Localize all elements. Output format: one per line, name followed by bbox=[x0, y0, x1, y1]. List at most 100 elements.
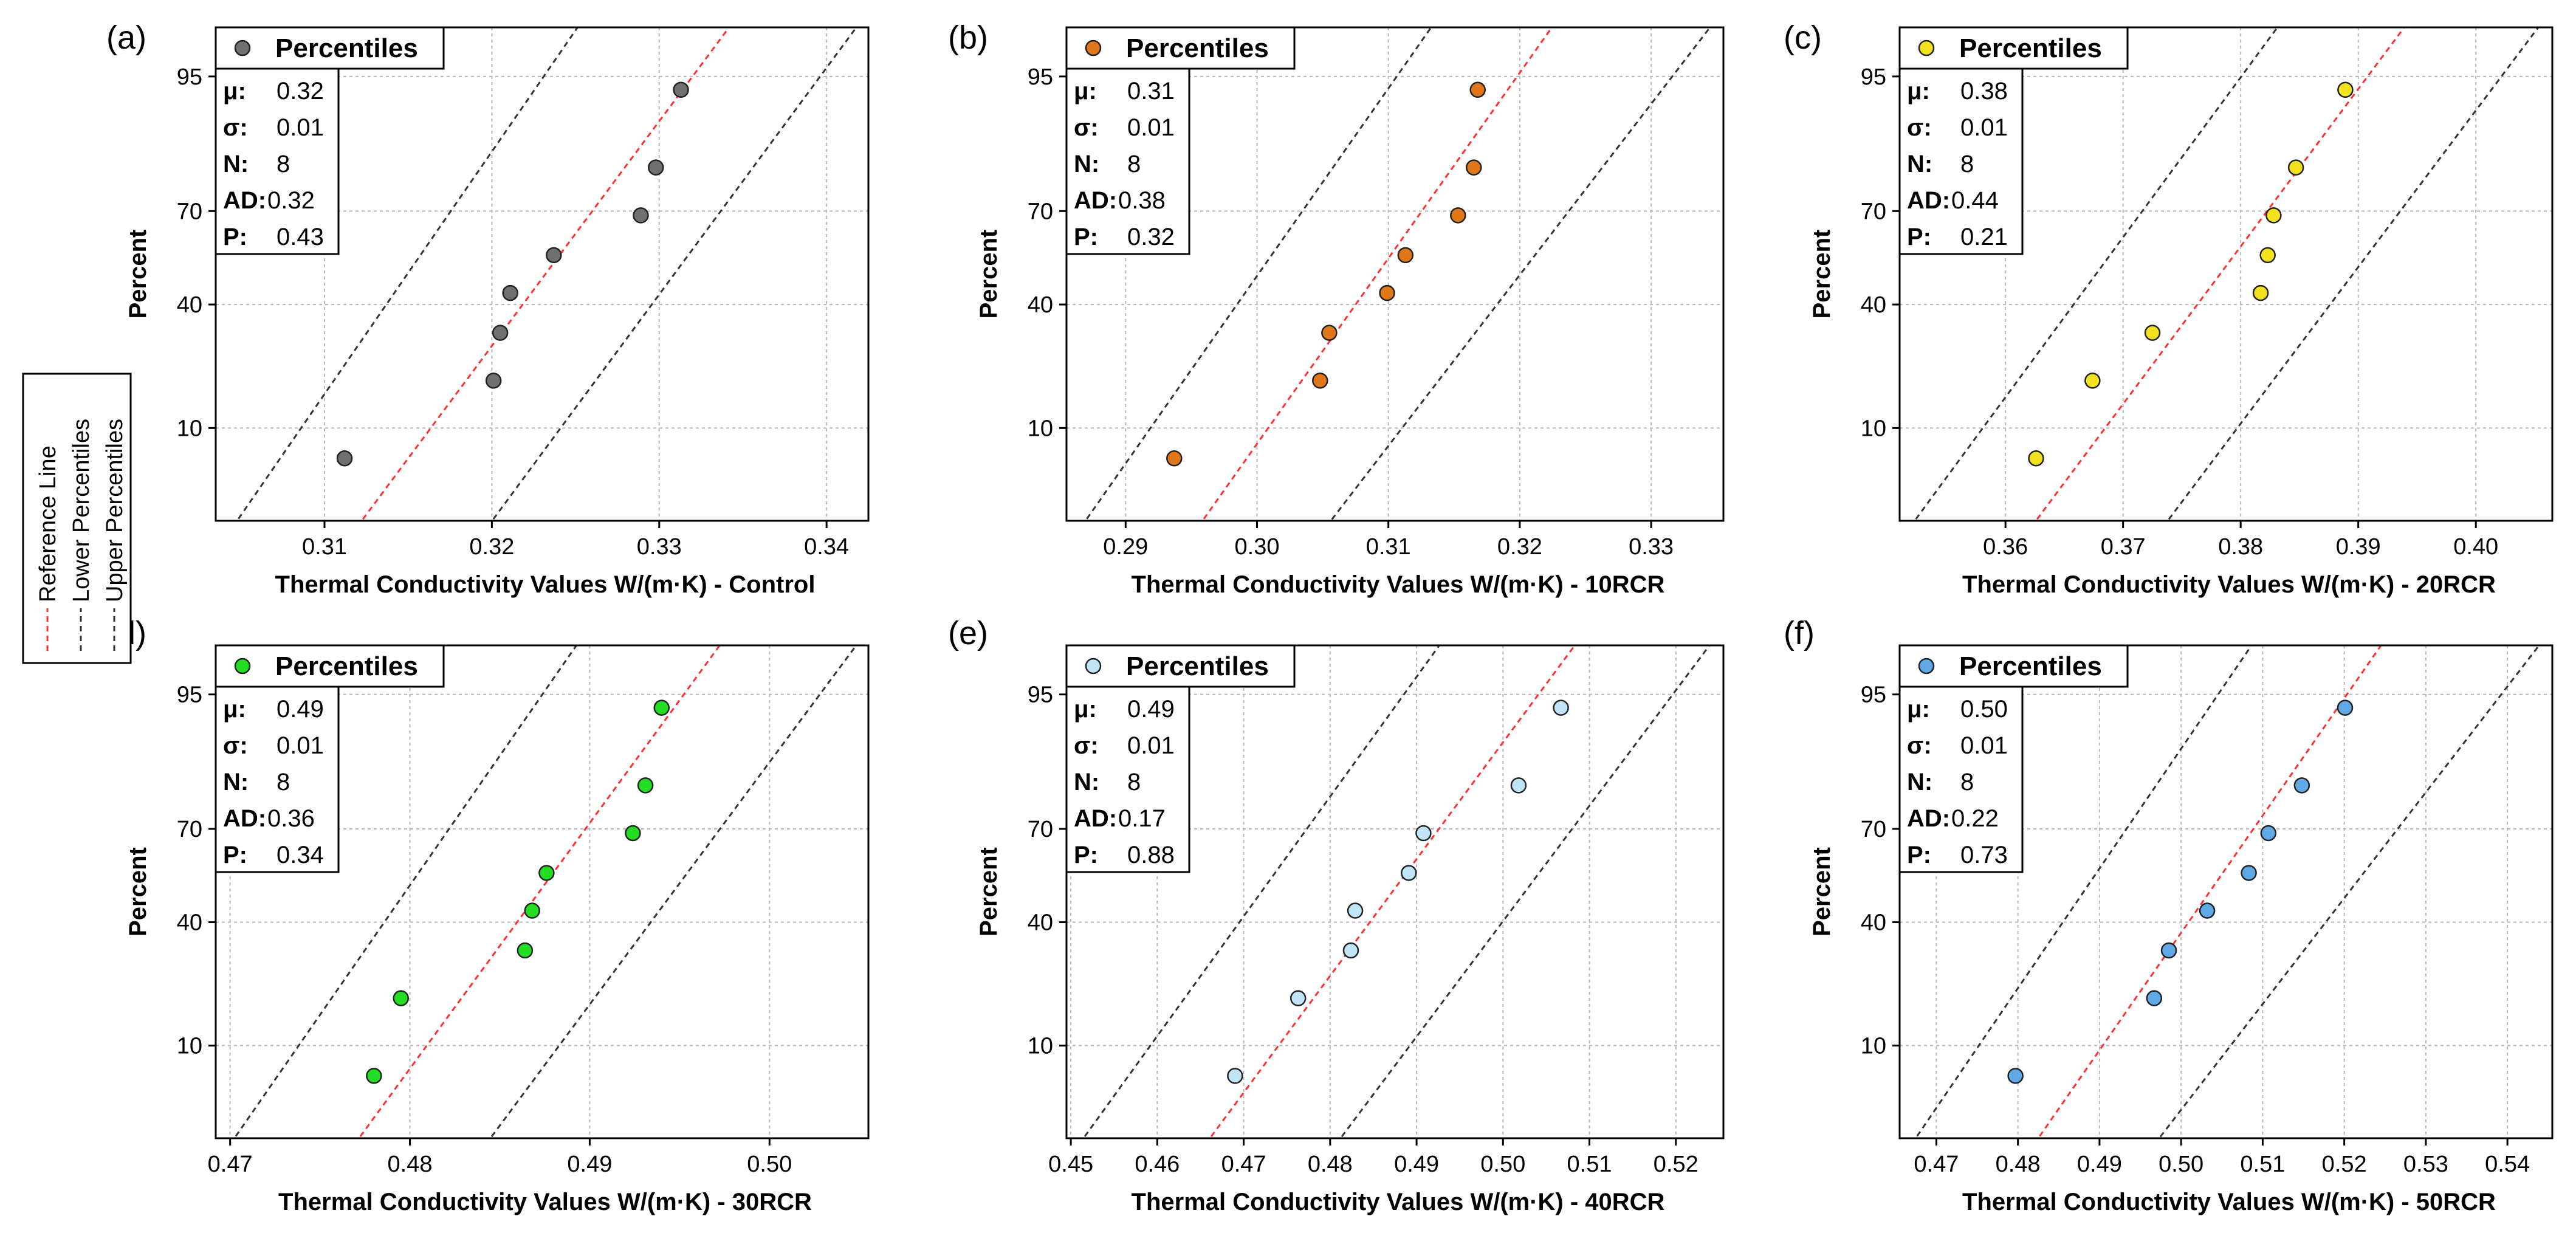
stat-value: 0.01 bbox=[1127, 114, 1175, 141]
stat-value: 0.44 bbox=[1951, 187, 1999, 214]
stat-key: σ: bbox=[1074, 732, 1099, 759]
legend-marker bbox=[1918, 658, 1935, 675]
x-tick-label: 0.51 bbox=[1567, 1152, 1612, 1177]
upper-percentile-line bbox=[490, 27, 858, 521]
y-tick-label: 40 bbox=[1028, 910, 1053, 936]
legend-marker bbox=[1085, 40, 1102, 57]
stat-value: 0.36 bbox=[267, 805, 315, 832]
legend-title: Percentiles bbox=[1126, 33, 1269, 63]
stat-value: 8 bbox=[276, 151, 290, 177]
x-axis-title: Thermal Conductivity Values W/(m·K) - 30… bbox=[278, 1189, 812, 1215]
percentiles-legend: Percentiles bbox=[1065, 644, 1296, 688]
upper-percentile-line bbox=[2166, 27, 2540, 521]
data-point bbox=[1290, 990, 1307, 1006]
plot-frame bbox=[215, 26, 870, 522]
chart-panel-5: 0.45 0.46 0.47 0.48 0.49 0.50 0.51 0.52 10 40 70 95… bbox=[948, 615, 1725, 1215]
chart-panel-2: 0.29 0.30 0.31 0.32 0.33 10 40 70 95 Thermal Cond… bbox=[948, 19, 1725, 598]
data-point bbox=[1312, 373, 1328, 389]
data-point bbox=[2084, 373, 2101, 389]
stat-key: N: bbox=[1907, 151, 1932, 177]
y-tick-label: 70 bbox=[1861, 817, 1886, 842]
y-tick-label: 95 bbox=[1028, 682, 1053, 708]
data-point bbox=[2259, 247, 2276, 264]
x-tick-label: 0.52 bbox=[1654, 1152, 1698, 1177]
stat-value: 0.38 bbox=[1118, 187, 1166, 214]
stat-value: 0.88 bbox=[1127, 842, 1175, 868]
y-tick-label: 95 bbox=[177, 682, 202, 708]
data-point bbox=[1401, 865, 1417, 881]
stat-value: 0.32 bbox=[1127, 224, 1175, 250]
side-legend-frame bbox=[22, 373, 132, 664]
plot-frame bbox=[1065, 26, 1725, 522]
plot-frame bbox=[1898, 26, 2554, 522]
lower-percentile-line bbox=[233, 645, 578, 1138]
legend-box bbox=[1898, 644, 2129, 688]
y-tick-label: 95 bbox=[1861, 64, 1886, 90]
data-point bbox=[1321, 325, 1338, 341]
stats-box: μ: 0.31 σ: 0.01 N: 8 AD: 0.38 P: 0.32 bbox=[1065, 67, 1190, 255]
data-point bbox=[653, 699, 670, 716]
y-tick-label: 70 bbox=[1028, 817, 1053, 842]
data-point bbox=[1397, 247, 1414, 264]
gridlines bbox=[1900, 27, 2552, 521]
stat-key: σ: bbox=[1907, 114, 1932, 141]
fit-lines bbox=[1914, 645, 2541, 1138]
chart-panel-6: 0.47 0.48 0.49 0.50 0.51 0.52 0.53 0.54 10 40 70 95… bbox=[1784, 615, 2554, 1215]
y-tick-label: 40 bbox=[1861, 292, 1886, 318]
data-point bbox=[546, 247, 562, 264]
stats-box: μ: 0.49 σ: 0.01 N: 8 AD: 0.17 P: 0.88 bbox=[1065, 685, 1190, 873]
stat-value: 8 bbox=[276, 769, 290, 795]
data-point bbox=[2337, 699, 2354, 716]
stat-key: P: bbox=[223, 842, 247, 868]
legend-marker bbox=[1918, 40, 1935, 57]
stat-value: 0.49 bbox=[276, 696, 324, 723]
stats-box: μ: 0.38 σ: 0.01 N: 8 AD: 0.44 P: 0.21 bbox=[1898, 67, 2024, 255]
stats-box: μ: 0.32σ: 0.01N: 8AD: 0.32P: 0.43 bbox=[215, 67, 340, 255]
y-axis-title: Percent bbox=[975, 847, 1002, 936]
x-tick-label: 0.36 bbox=[1983, 534, 2028, 560]
x-tick-label: 0.38 bbox=[2218, 534, 2263, 560]
fit-lines bbox=[236, 27, 858, 521]
stat-value: 0.49 bbox=[1127, 696, 1175, 723]
stats-frame bbox=[1065, 67, 1190, 255]
gridlines bbox=[216, 27, 868, 521]
y-tick-label: 10 bbox=[1028, 1034, 1053, 1059]
x-tick-label: 0.29 bbox=[1103, 534, 1148, 560]
legend-box bbox=[1898, 26, 2129, 70]
x-tick-label: 0.30 bbox=[1235, 534, 1280, 560]
stat-value: 0.73 bbox=[1960, 842, 2008, 868]
stat-key: AD: bbox=[223, 187, 266, 214]
x-axis-title: Thermal Conductivity Values W/(m·K) - 10… bbox=[1132, 571, 1665, 598]
data-point bbox=[2160, 942, 2177, 959]
x-tick-label: 0.48 bbox=[1308, 1152, 1353, 1177]
y-tick-label: 95 bbox=[177, 64, 202, 90]
stat-key: μ: bbox=[1907, 78, 1930, 105]
data-point bbox=[625, 825, 641, 842]
x-tick-label: 0.50 bbox=[747, 1152, 792, 1177]
y-axis-title: Percent bbox=[975, 230, 1002, 319]
x-tick-label: 0.49 bbox=[567, 1152, 612, 1177]
data-points bbox=[336, 81, 689, 467]
stat-key: μ: bbox=[1074, 78, 1097, 105]
stat-key: μ: bbox=[1907, 696, 1930, 723]
data-point bbox=[633, 207, 649, 224]
stats-box: μ: 0.50 σ: 0.01 N: 8 AD: 0.22 P: 0.73 bbox=[1898, 685, 2024, 873]
x-tick-label: 0.48 bbox=[388, 1152, 433, 1177]
data-points bbox=[1227, 699, 1569, 1084]
stat-value: 0.01 bbox=[1960, 114, 2008, 141]
legend-title: Percentiles bbox=[275, 33, 418, 63]
y-tick-label: 10 bbox=[177, 1034, 202, 1059]
chart-panel-1: 0.31 0.32 0.33 0.34 10 40 70 95 Thermal Conducti… bbox=[106, 19, 870, 598]
data-point bbox=[2146, 990, 2163, 1006]
x-tick-label: 0.32 bbox=[469, 534, 514, 560]
data-point bbox=[485, 373, 502, 389]
y-tick-label: 95 bbox=[1028, 64, 1053, 90]
percentiles-legend: Percentiles bbox=[1898, 644, 2129, 688]
x-tick-label: 0.51 bbox=[2240, 1152, 2285, 1177]
lower-percentile-line bbox=[236, 27, 579, 521]
data-point bbox=[2144, 325, 2161, 341]
data-point bbox=[1227, 1068, 1243, 1084]
data-point bbox=[366, 1068, 382, 1084]
data-point bbox=[2260, 825, 2277, 842]
